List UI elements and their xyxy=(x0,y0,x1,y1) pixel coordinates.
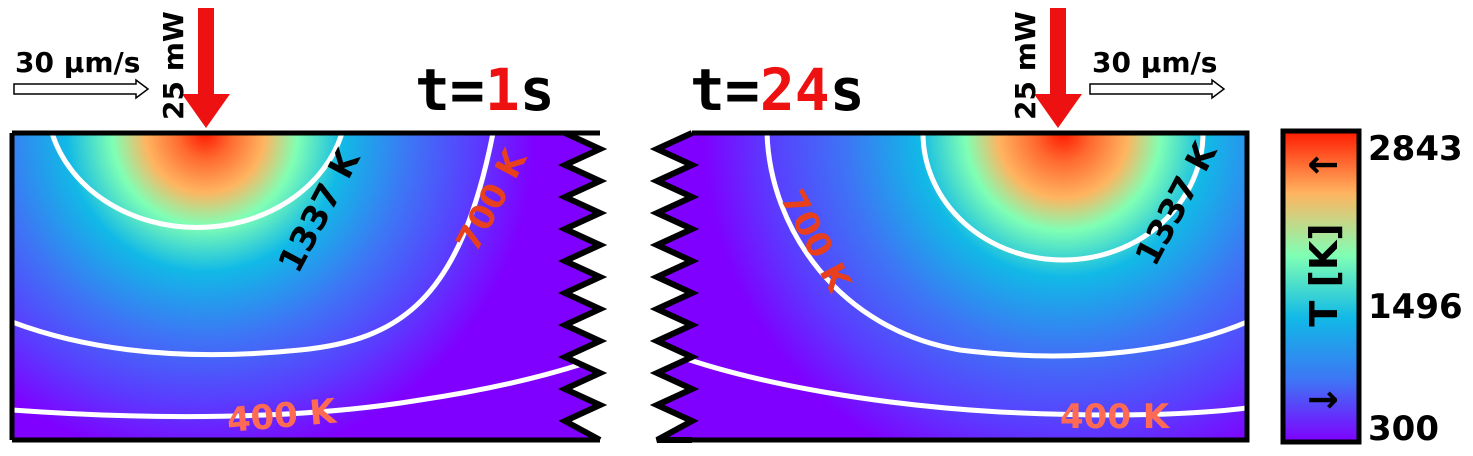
colorbar: T [K] ↑ ↓ 2843 1496 300 xyxy=(1280,128,1463,449)
left-contour-1337 xyxy=(49,133,345,230)
right-panel: 1337 K 700 K 400 K 25 mW 30 µm/s t=24s xyxy=(649,8,1250,443)
left-contour-700 xyxy=(12,133,496,358)
colorbar-tick-min: 300 xyxy=(1368,409,1439,449)
right-speed-label: 30 µm/s xyxy=(1092,46,1217,79)
colorbar-tick-max: 2843 xyxy=(1368,129,1463,169)
colorbar-gradient xyxy=(1280,128,1362,445)
right-contour-400 xyxy=(674,352,1247,418)
left-break-mask xyxy=(565,133,612,440)
left-break-zigzag xyxy=(557,130,608,443)
left-contour-400 xyxy=(12,355,601,420)
left-time-label: t=1s xyxy=(415,56,555,124)
left-label-400: 400 K xyxy=(225,391,339,441)
left-speed-arrow xyxy=(13,78,150,100)
right-power-label: 25 mW xyxy=(1009,11,1042,120)
right-contour-700 xyxy=(764,133,1247,359)
right-break-zigzag xyxy=(649,130,700,443)
colorbar-tick-mid: 1496 xyxy=(1368,287,1463,327)
right-laser-arrow xyxy=(1034,8,1082,128)
colorbar-label: T [K] xyxy=(1302,223,1346,326)
right-temperature-field xyxy=(662,133,1247,440)
left-laser-arrow xyxy=(182,8,230,128)
right-time-label: t=24s xyxy=(690,56,865,124)
colorbar-up-arrow: ↑ xyxy=(1302,149,1346,181)
left-panel: 1337 K 700 K 400 K 25 mW 30 µm/s t=1s xyxy=(9,8,612,443)
left-power-label: 25 mW xyxy=(157,11,190,120)
colorbar-down-arrow: ↓ xyxy=(1302,384,1346,416)
right-label-400: 400 K xyxy=(1060,397,1171,437)
right-contour-1337 xyxy=(920,133,1206,263)
left-speed-label: 30 µm/s xyxy=(15,46,140,79)
right-speed-arrow xyxy=(1089,78,1226,100)
